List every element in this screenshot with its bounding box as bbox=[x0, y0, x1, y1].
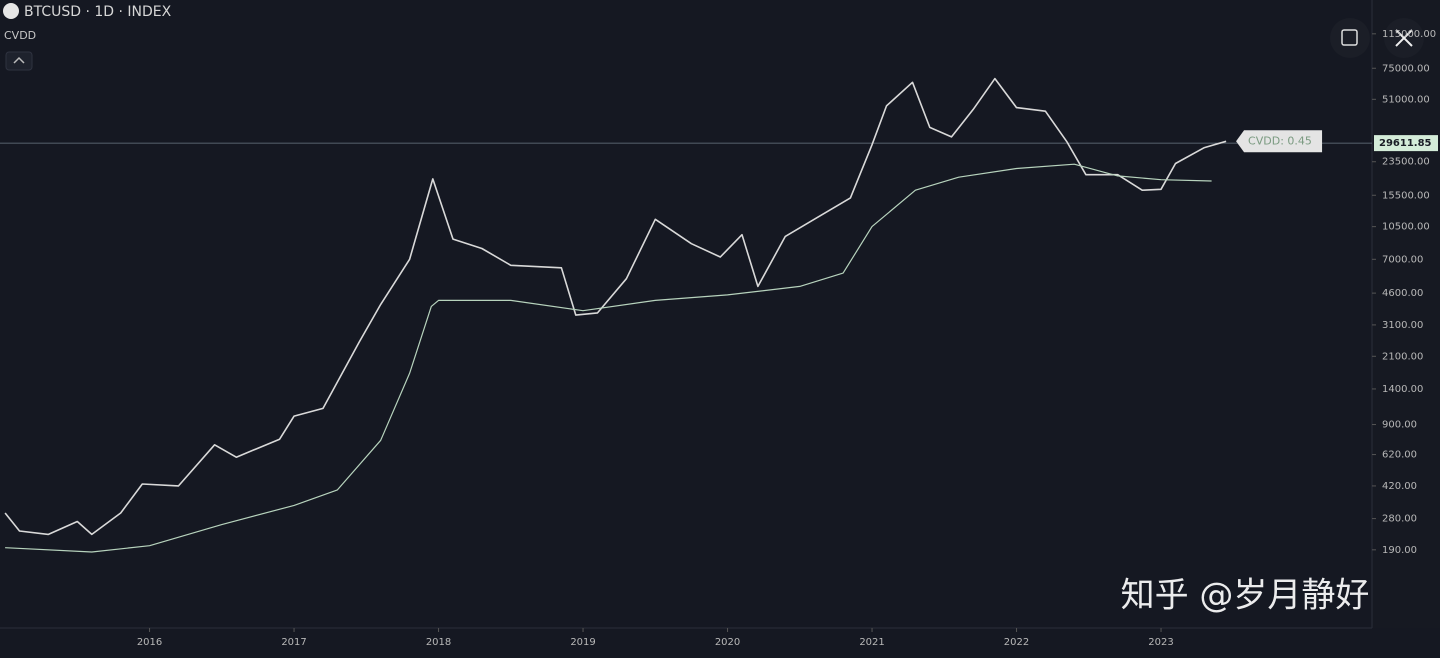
edit-button[interactable] bbox=[1330, 18, 1370, 58]
watermark: 知乎 @岁月静好 bbox=[1121, 576, 1370, 616]
symbol-icon bbox=[3, 3, 19, 19]
y-tick-label: 7000.00 bbox=[1382, 254, 1423, 265]
y-tick-label: 620.00 bbox=[1382, 450, 1417, 461]
y-tick-label: 1400.00 bbox=[1382, 384, 1423, 395]
series-line bbox=[5, 163, 1212, 553]
indicator-name: CVDD bbox=[4, 29, 36, 42]
x-tick-label: 2018 bbox=[426, 637, 451, 648]
x-tick-label: 2022 bbox=[1004, 637, 1029, 648]
y-tick-label: 280.00 bbox=[1382, 514, 1417, 525]
annotation-bg bbox=[1236, 130, 1323, 153]
x-tick-label: 2020 bbox=[715, 637, 740, 648]
y-tick-label: 51000.00 bbox=[1382, 94, 1430, 105]
close-icon bbox=[1395, 29, 1413, 47]
price-label: 29611.85 bbox=[1379, 138, 1432, 149]
y-tick-label: 4600.00 bbox=[1382, 288, 1423, 299]
price-label-bg bbox=[1374, 135, 1438, 152]
edit-icon bbox=[1341, 29, 1358, 46]
x-tick-label: 2016 bbox=[137, 637, 162, 648]
y-tick-label: 23500.00 bbox=[1382, 157, 1430, 168]
y-tick-label: 2100.00 bbox=[1382, 351, 1423, 362]
x-tick-label: 2021 bbox=[859, 637, 884, 648]
y-tick-label: 900.00 bbox=[1382, 420, 1417, 431]
x-tick-label: 2023 bbox=[1148, 637, 1173, 648]
y-tick-label: 115000.00 bbox=[1382, 29, 1436, 40]
y-tick-label: 10500.00 bbox=[1382, 222, 1430, 233]
y-tick-label: 190.00 bbox=[1382, 545, 1417, 556]
collapse-icon bbox=[13, 56, 25, 64]
y-tick-label: 3100.00 bbox=[1382, 320, 1423, 331]
chart-title: BTCUSD · 1D · INDEX bbox=[24, 4, 172, 20]
y-axis-panel bbox=[1372, 0, 1440, 628]
y-tick-label: 75000.00 bbox=[1382, 63, 1430, 74]
y-tick-label: 420.00 bbox=[1382, 481, 1417, 492]
x-tick-label: 2017 bbox=[281, 637, 306, 648]
series-line bbox=[4, 77, 1227, 536]
collapse-button[interactable] bbox=[5, 51, 33, 71]
y-tick-label: 15500.00 bbox=[1382, 190, 1430, 201]
x-tick-label: 2019 bbox=[570, 637, 595, 648]
annotation-label: CVDD: 0.45 bbox=[1248, 134, 1312, 147]
